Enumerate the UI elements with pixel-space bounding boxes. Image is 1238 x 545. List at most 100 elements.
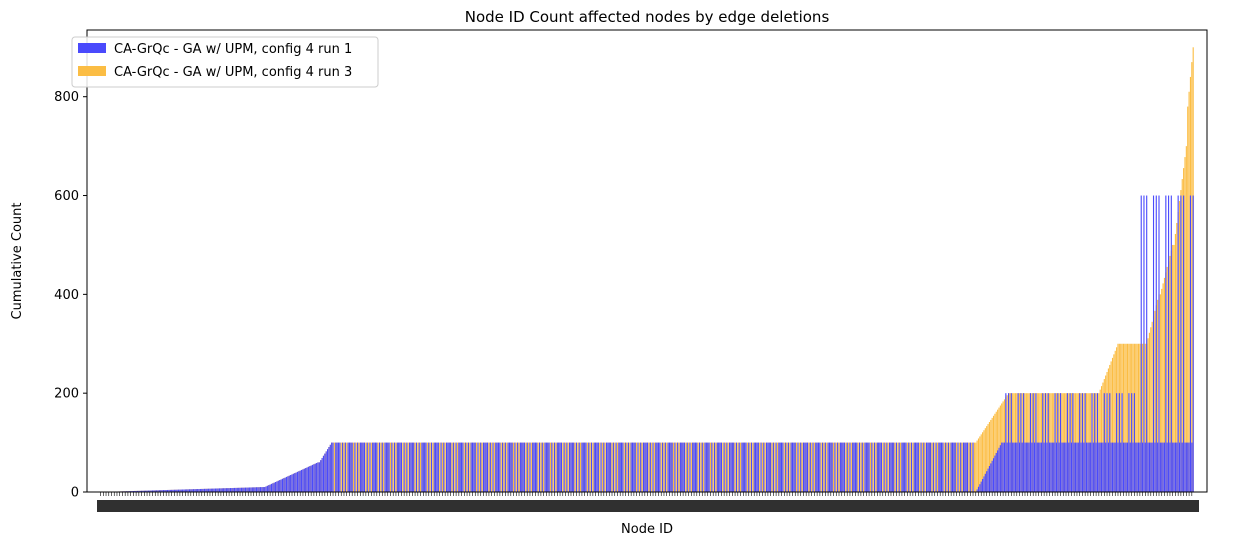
series-run-1-bars <box>101 195 1194 492</box>
bar-run-1 <box>1178 442 1181 492</box>
bar-run-3 <box>404 442 407 492</box>
bar-run-1 <box>642 442 645 492</box>
bar-run-1 <box>290 475 292 492</box>
bar-run-1 <box>135 490 137 492</box>
bar-run-3 <box>703 442 705 492</box>
bar-run-1 <box>951 442 954 492</box>
bar-run-3 <box>912 442 914 492</box>
bar-run-3 <box>518 442 520 492</box>
bar-run-1 <box>898 442 900 492</box>
bar-run-1 <box>1044 393 1047 492</box>
bar-run-1 <box>827 442 829 492</box>
bar-run-1 <box>316 462 318 492</box>
bar-run-3 <box>1107 368 1109 492</box>
bar-run-1 <box>994 455 996 492</box>
bar-run-1 <box>865 442 867 492</box>
bar-run-3 <box>946 442 948 492</box>
bar-run-1 <box>998 447 1000 492</box>
bar-run-3 <box>924 442 926 492</box>
bar-run-1 <box>864 442 866 492</box>
bar-run-1 <box>1087 442 1089 492</box>
bar-run-1 <box>359 442 361 492</box>
bar-run-1 <box>913 442 915 492</box>
bar-run-1 <box>183 489 185 492</box>
bar-run-1 <box>313 464 315 492</box>
bar-run-1 <box>363 442 366 492</box>
bar-run-3 <box>776 442 779 492</box>
bar-run-1 <box>209 488 211 492</box>
bar-run-3 <box>392 442 394 492</box>
bar-run-1 <box>188 489 191 492</box>
bar-run-1 <box>296 471 299 492</box>
bar-run-1 <box>201 488 203 492</box>
bar-run-1 <box>443 442 445 492</box>
bar-run-3 <box>555 442 557 492</box>
bar-run-1 <box>876 442 878 492</box>
bar-run-1 <box>329 444 331 492</box>
bar-run-1 <box>1001 442 1003 492</box>
bar-run-3 <box>983 430 985 492</box>
bar-run-1 <box>156 490 158 492</box>
bar-run-1 <box>841 442 843 492</box>
bar-run-1 <box>1184 442 1186 492</box>
bar-run-1 <box>928 442 930 492</box>
bar-run-1 <box>1181 442 1183 492</box>
bar-run-1 <box>817 442 820 492</box>
bar-run-1 <box>471 442 474 492</box>
bar-run-1 <box>767 442 769 492</box>
bar-run-1 <box>1189 195 1192 492</box>
bar-run-1 <box>477 442 479 492</box>
bar-run-3 <box>358 442 360 492</box>
bar-run-1 <box>957 442 959 492</box>
bar-run-1 <box>964 442 966 492</box>
bar-run-1 <box>534 442 536 492</box>
bar-run-1 <box>354 442 356 492</box>
bar-run-1 <box>430 442 433 492</box>
bar-run-1 <box>394 442 396 492</box>
bar-run-1 <box>878 442 880 492</box>
bar-run-3 <box>456 442 459 492</box>
bar-run-1 <box>264 487 266 492</box>
bar-run-1 <box>136 490 139 492</box>
bar-run-3 <box>1147 338 1149 492</box>
bar-run-1 <box>548 442 550 492</box>
bar-run-1 <box>1136 442 1138 492</box>
bar-run-1 <box>301 469 303 492</box>
bar-run-1 <box>225 488 227 492</box>
bar-run-3 <box>1139 343 1141 492</box>
bar-run-1 <box>1055 442 1057 492</box>
bar-run-1 <box>908 442 910 492</box>
bar-run-1 <box>194 489 196 492</box>
bar-run-1 <box>236 487 238 492</box>
bar-run-1 <box>1125 442 1127 492</box>
legend-frame <box>71 36 379 88</box>
bar-run-1 <box>504 442 506 492</box>
bar-run-3 <box>420 442 422 492</box>
bar-run-1 <box>600 442 602 492</box>
bar-run-1 <box>659 442 661 492</box>
bar-run-1 <box>619 442 621 492</box>
bar-run-3 <box>1144 343 1146 492</box>
bar-run-1 <box>311 464 314 492</box>
bar-run-1 <box>1021 442 1023 492</box>
bar-run-1 <box>337 442 340 492</box>
bar-run-1 <box>199 488 201 492</box>
bar-run-1 <box>425 442 427 492</box>
bar-run-1 <box>470 442 472 492</box>
bar-run-3 <box>921 442 923 492</box>
bar-run-1 <box>388 442 390 492</box>
bar-run-3 <box>783 442 785 492</box>
bar-run-3 <box>715 442 717 492</box>
bar-run-3 <box>638 442 640 492</box>
bar-run-3 <box>823 442 825 492</box>
bar-run-1 <box>522 442 524 492</box>
bar-run-3 <box>700 442 702 492</box>
bar-run-1 <box>1162 442 1164 492</box>
bar-run-1 <box>809 442 811 492</box>
bar-run-1 <box>1075 442 1077 492</box>
bar-run-1 <box>1121 393 1123 492</box>
bar-run-1 <box>895 442 897 492</box>
bar-run-1 <box>967 442 969 492</box>
bar-run-1 <box>858 442 861 492</box>
bar-run-1 <box>502 442 504 492</box>
